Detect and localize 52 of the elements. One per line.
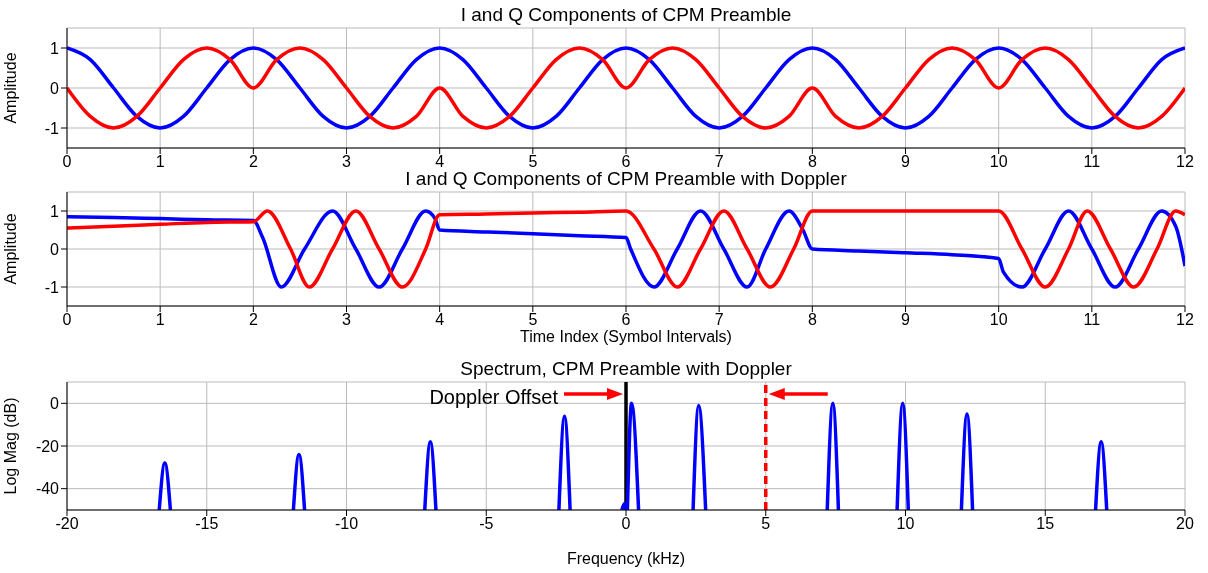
x-tick-label: 12 bbox=[1176, 311, 1194, 329]
x-tick-label: -15 bbox=[195, 515, 219, 533]
y-axis-title: Amplitude bbox=[1, 213, 19, 285]
x-tick-label: 4 bbox=[435, 311, 445, 329]
chart-title: I and Q Components of CPM Preamble with Doppler bbox=[405, 168, 847, 189]
x-tick-label: 11 bbox=[1083, 153, 1101, 171]
x-tick-label: 2 bbox=[248, 311, 258, 329]
x-tick-label: 5 bbox=[528, 153, 538, 171]
x-tick-label: 15 bbox=[1036, 515, 1055, 533]
x-tick-label: 20 bbox=[1176, 515, 1194, 533]
x-tick-label: 0 bbox=[621, 515, 631, 533]
x-tick-label: -5 bbox=[479, 515, 494, 533]
y-tick-label: 0 bbox=[50, 240, 60, 258]
y-axis-title: Amplitude bbox=[1, 52, 19, 124]
x-tick-label: 10 bbox=[896, 515, 915, 533]
y-tick-label: -20 bbox=[35, 437, 60, 455]
x-tick-label: 5 bbox=[528, 311, 538, 329]
x-tick-label: 3 bbox=[342, 153, 352, 171]
x-tick-label: 3 bbox=[342, 311, 352, 329]
x-tick-label: 8 bbox=[807, 153, 817, 171]
annotation: Doppler Offset bbox=[429, 386, 559, 408]
x-tick-label: 4 bbox=[435, 153, 445, 171]
y-tick-label: 1 bbox=[50, 202, 60, 220]
x-tick-label: 2 bbox=[248, 153, 258, 171]
x-tick-label: 0 bbox=[62, 153, 72, 171]
chart-title: I and Q Components of CPM Preamble bbox=[459, 4, 793, 26]
x-tick-label: 12 bbox=[1176, 153, 1194, 171]
x-tick-label: 5 bbox=[761, 515, 771, 533]
x-tick-label: 10 bbox=[989, 311, 1008, 329]
x-tick-label: 7 bbox=[714, 311, 724, 329]
y-tick-label: -1 bbox=[44, 119, 60, 137]
y-tick-label: -40 bbox=[35, 480, 60, 498]
y-tick-label: 0 bbox=[50, 79, 60, 97]
y-axis-title: Log Mag (dB) bbox=[1, 397, 19, 495]
x-tick-label: 6 bbox=[621, 311, 631, 329]
x-axis-title: Frequency (kHz) bbox=[566, 550, 686, 567]
x-tick-label: 9 bbox=[901, 153, 911, 171]
x-axis-title: Time Index (Symbol Intervals) bbox=[520, 328, 732, 345]
chart-title: Spectrum, CPM Preamble with Doppler bbox=[459, 358, 793, 380]
x-tick-label: 8 bbox=[807, 311, 817, 329]
x-tick-label: 1 bbox=[155, 311, 165, 329]
x-tick-label: 10 bbox=[989, 153, 1008, 171]
x-tick-label: 1 bbox=[155, 153, 165, 171]
x-tick-label: 6 bbox=[621, 153, 631, 171]
x-tick-label: 9 bbox=[901, 311, 911, 329]
x-tick-label: -10 bbox=[334, 515, 359, 533]
y-tick-label: 0 bbox=[50, 395, 60, 413]
x-tick-label: 11 bbox=[1083, 311, 1101, 329]
x-tick-label: 0 bbox=[62, 311, 72, 329]
x-tick-label: 7 bbox=[714, 153, 724, 171]
y-tick-label: -1 bbox=[44, 278, 60, 296]
y-tick-label: 1 bbox=[50, 39, 60, 57]
